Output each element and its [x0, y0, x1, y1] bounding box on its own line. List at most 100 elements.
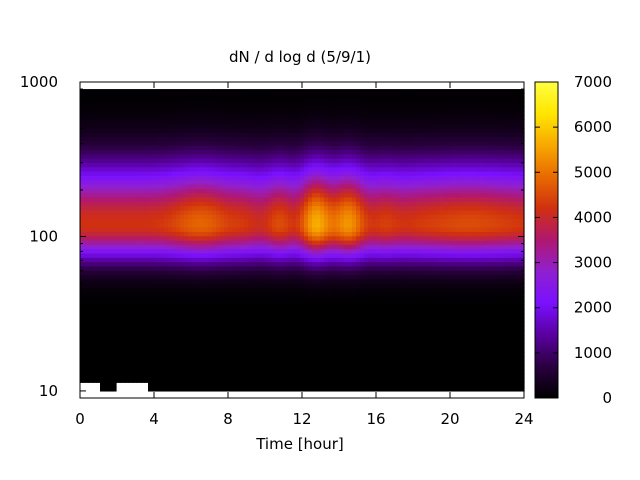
heatmap-cell [180, 136, 185, 142]
heatmap-cell [160, 317, 165, 323]
heatmap-cell [136, 201, 141, 207]
heatmap-cell [172, 214, 177, 220]
heatmap-cell [84, 222, 89, 228]
heatmap-cell [96, 369, 101, 375]
heatmap-cell [364, 183, 369, 189]
heatmap-cell [156, 140, 161, 146]
heatmap-cell [232, 365, 237, 370]
heatmap-cell [304, 235, 309, 241]
heatmap-cell [344, 252, 349, 258]
heatmap-cell [204, 347, 209, 353]
heatmap-cell [248, 261, 253, 267]
heatmap-cell [96, 214, 101, 220]
heatmap-cell [248, 270, 253, 276]
heatmap-cell [120, 205, 125, 211]
heatmap-cell [80, 145, 85, 151]
heatmap-cell [208, 304, 213, 310]
heatmap-cell [272, 119, 277, 125]
heatmap-cell [216, 244, 221, 250]
heatmap-cell [264, 304, 269, 310]
heatmap-cell [196, 347, 201, 353]
heatmap-cell [348, 352, 353, 358]
heatmap-cell [292, 110, 297, 116]
heatmap-cell [212, 244, 217, 250]
heatmap-cell [264, 252, 269, 258]
heatmap-cell [208, 106, 213, 112]
heatmap-cell [196, 291, 201, 297]
heatmap-cell [296, 106, 301, 112]
heatmap-cell [176, 192, 181, 198]
heatmap-cell [80, 373, 85, 379]
heatmap-cell [156, 261, 161, 267]
heatmap-cell [296, 360, 301, 366]
heatmap-cell [164, 175, 169, 181]
heatmap-cell [248, 140, 253, 146]
heatmap-cell [104, 356, 109, 362]
heatmap-cell [288, 352, 293, 358]
heatmap-cell [136, 283, 141, 289]
heatmap-cell [244, 136, 249, 142]
heatmap-cell [304, 377, 309, 383]
heatmap-cell [216, 356, 221, 362]
heatmap-cell [264, 188, 269, 194]
heatmap-cell [284, 89, 289, 94]
heatmap-cell [216, 162, 221, 168]
heatmap-cell [300, 317, 305, 323]
heatmap-cell [176, 97, 181, 103]
heatmap-cell [264, 93, 269, 99]
heatmap-cell [316, 356, 321, 362]
heatmap-cell [100, 296, 105, 301]
heatmap-cell [280, 248, 285, 254]
heatmap-cell [228, 304, 233, 310]
heatmap-cell [260, 110, 265, 116]
heatmap-cell [320, 382, 325, 388]
heatmap-cell [140, 304, 145, 310]
heatmap-cell [360, 313, 365, 319]
heatmap-cell [84, 209, 89, 215]
heatmap-cell [320, 296, 325, 301]
heatmap-cell [344, 356, 349, 362]
heatmap-cell [100, 377, 105, 383]
heatmap-cell [80, 235, 85, 241]
heatmap-cell [252, 123, 257, 129]
heatmap-cell [176, 218, 181, 224]
heatmap-cell [116, 145, 121, 151]
heatmap-cell [208, 382, 213, 388]
heatmap-cell [304, 201, 309, 207]
heatmap-cell [272, 291, 277, 297]
heatmap-cell [264, 382, 269, 388]
heatmap-cell [88, 240, 93, 245]
heatmap-cell [128, 119, 133, 125]
heatmap-cell [364, 175, 369, 181]
heatmap-cell [320, 252, 325, 258]
heatmap-cell [176, 119, 181, 125]
heatmap-cell [328, 214, 333, 220]
heatmap-cell [232, 89, 237, 94]
heatmap-cell [276, 114, 281, 120]
heatmap-cell [336, 257, 341, 263]
heatmap-cell [212, 123, 217, 129]
heatmap-cell [264, 326, 269, 332]
heatmap-cell [200, 244, 205, 250]
heatmap-cell [96, 287, 101, 293]
heatmap-cell [180, 97, 185, 103]
heatmap-cell [228, 377, 233, 383]
heatmap-cell [224, 244, 229, 250]
heatmap-cell [184, 283, 189, 289]
heatmap-cell [188, 89, 193, 94]
heatmap-cell [284, 313, 289, 319]
heatmap-cell [172, 287, 177, 293]
heatmap-cell [268, 265, 273, 271]
heatmap-cell [260, 248, 265, 254]
heatmap-cell [244, 89, 249, 94]
heatmap-cell [88, 257, 93, 263]
heatmap-cell [296, 321, 301, 327]
heatmap-cell [240, 192, 245, 198]
heatmap-cell [256, 132, 261, 138]
heatmap-cell [84, 175, 89, 181]
heatmap-cell [296, 192, 301, 198]
heatmap-cell [88, 373, 93, 379]
heatmap-cell [120, 89, 125, 94]
heatmap-cell [152, 382, 157, 388]
heatmap-cell [212, 119, 217, 125]
